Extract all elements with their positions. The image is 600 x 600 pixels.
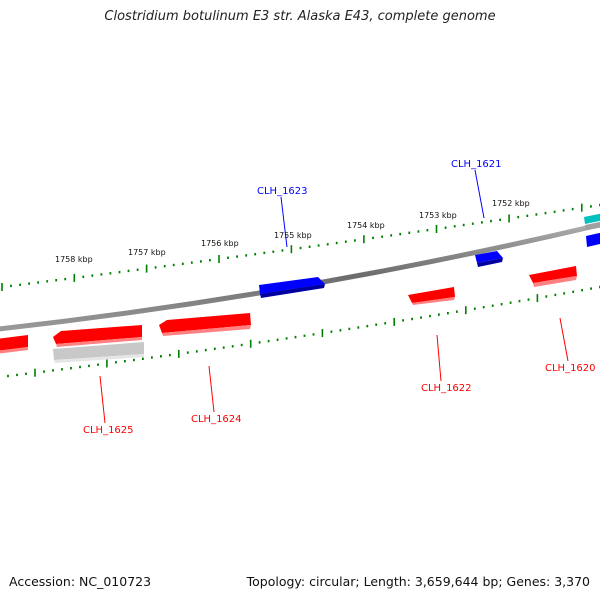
gene-arrow-CLH_1620[interactable]: [529, 266, 577, 283]
gene-CLH_1620[interactable]: [529, 266, 577, 287]
feature-partial-grey: [585, 221, 600, 230]
gene-label-CLH_1623[interactable]: CLH_1623: [257, 186, 308, 197]
gene-arrow-partial-forward: [586, 232, 600, 247]
scale-label-1757: 1757 kbp: [128, 248, 166, 257]
gene-arrow-CLH_1621[interactable]: [475, 251, 503, 263]
scale-label-1756: 1756 kbp: [201, 239, 239, 248]
gene-label-CLH_1620[interactable]: CLH_1620: [545, 363, 596, 374]
scale-label-1754: 1754 kbp: [347, 221, 385, 230]
pseudogene-CLH_1625: [53, 342, 144, 363]
leader-CLH_1624: [208, 365, 215, 413]
leader-CLH_1621: [474, 169, 485, 219]
gene-labels: CLH_1621 CLH_1623 CLH_1620 CLH_1622 CLH_…: [83, 159, 596, 436]
accession-text: Accession: NC_010723: [9, 574, 152, 589]
gene-arrow-shade: [56, 337, 142, 347]
gene-partial-left-reverse: [0, 335, 28, 354]
gene-arrow-shade: [162, 325, 251, 336]
gene-CLH_1625[interactable]: [53, 325, 142, 347]
gene-label-CLH_1624[interactable]: CLH_1624: [191, 414, 242, 425]
gene-partial-right-forward: [586, 232, 600, 247]
gene-arrow-CLH_1624[interactable]: [159, 313, 251, 333]
inner-scale-ticks: [7, 285, 600, 378]
gene-CLH_1624[interactable]: [159, 313, 251, 336]
scale-label-1752: 1752 kbp: [492, 199, 530, 208]
label-leaders: [99, 169, 569, 424]
gene-CLH_1622[interactable]: [408, 287, 455, 305]
scale-labels: 1752 kbp 1753 kbp 1754 kbp 1755 kbp 1756…: [55, 199, 530, 264]
gene-label-CLH_1621[interactable]: CLH_1621: [451, 159, 502, 170]
gene-label-CLH_1625[interactable]: CLH_1625: [83, 425, 134, 436]
gene-arrow-shade: [0, 347, 28, 354]
gene-arrow-CLH_1622[interactable]: [408, 287, 455, 303]
leader-CLH_1623: [280, 196, 288, 248]
gene-arrow-shade: [533, 276, 577, 287]
rna-feature-partial: [584, 213, 600, 224]
gene-arrow-shade: [260, 284, 325, 298]
gene-label-CLH_1622[interactable]: CLH_1622: [421, 383, 472, 394]
pseudogene-shade: [54, 354, 144, 363]
genome-summary-text: Topology: circular; Length: 3,659,644 bp…: [246, 574, 590, 589]
leader-CLH_1625: [99, 375, 106, 424]
outer-scale-ticks: [1, 203, 600, 291]
pseudogene-bar: [53, 342, 144, 360]
leader-CLH_1622: [436, 334, 442, 382]
gene-arrow-shade: [477, 258, 503, 267]
map-title: Clostridium botulinum E3 str. Alaska E43…: [104, 9, 496, 24]
gene-CLH_1621[interactable]: [475, 251, 503, 267]
gene-arrow-CLH_1625[interactable]: [53, 325, 142, 344]
gene-arrow-partial-reverse: [0, 335, 28, 351]
gene-arrow-CLH_1623[interactable]: [259, 277, 325, 294]
gene-arrow-shade: [412, 297, 455, 305]
scale-label-1755: 1755 kbp: [274, 231, 312, 240]
scale-label-1753: 1753 kbp: [419, 211, 457, 220]
gene-CLH_1623[interactable]: [259, 277, 325, 298]
leader-CLH_1620: [559, 317, 569, 362]
scale-label-1758: 1758 kbp: [55, 255, 93, 264]
rna-partial-right: [584, 213, 600, 230]
